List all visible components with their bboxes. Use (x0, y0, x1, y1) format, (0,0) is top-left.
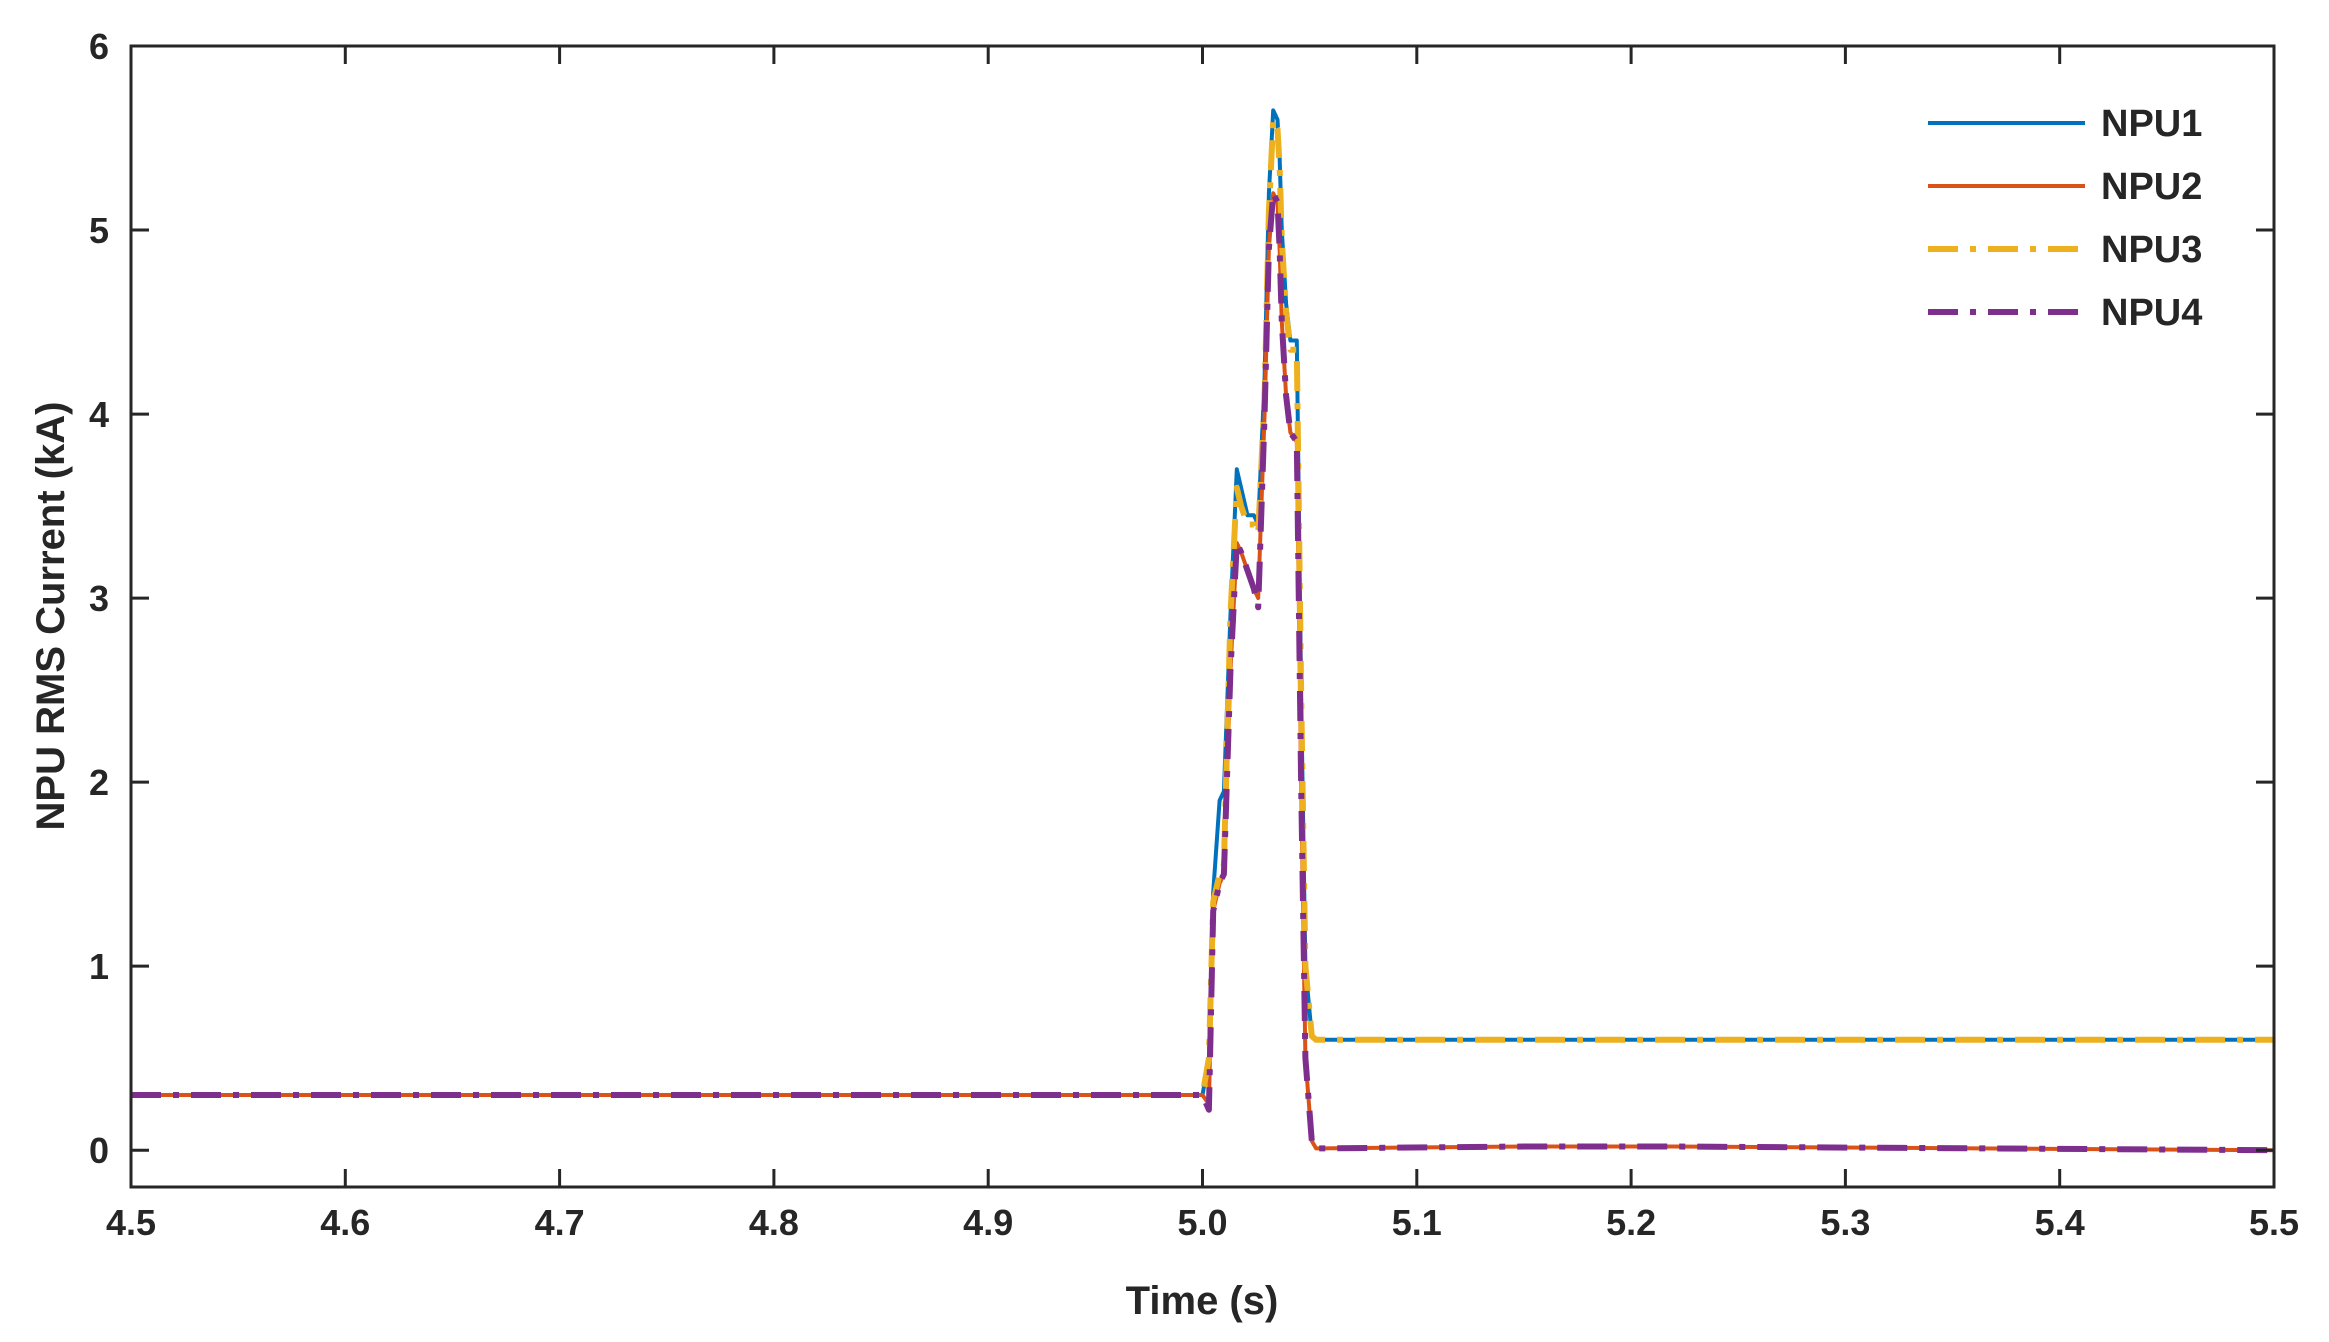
y-tick-label: 4 (89, 394, 109, 435)
legend: NPU1 NPU2 NPU3 NPU4 (1905, 92, 2245, 347)
x-tick-label: 5.1 (1392, 1202, 1442, 1243)
legend-label: NPU4 (2101, 292, 2202, 334)
x-tick-label: 4.7 (535, 1202, 585, 1243)
x-axis-label: Time (s) (1126, 1279, 1279, 1323)
x-tick-label: 4.9 (963, 1202, 1013, 1243)
y-tick-label: 3 (89, 578, 109, 619)
y-axis-label: NPU RMS Current (kA) (29, 402, 73, 831)
x-tick-label: 4.5 (106, 1202, 156, 1243)
legend-label: NPU2 (2101, 166, 2202, 208)
y-tick-label: 5 (89, 210, 109, 251)
y-tick-label: 2 (89, 762, 109, 803)
x-tick-label: 4.6 (320, 1202, 370, 1243)
x-tick-label: 5.4 (2035, 1202, 2085, 1243)
x-tick-label: 5.3 (1820, 1202, 1870, 1243)
x-tick-label: 5.0 (1177, 1202, 1227, 1243)
y-tick-label: 6 (89, 26, 109, 67)
legend-box (1905, 92, 2245, 347)
x-tick-label: 5.2 (1606, 1202, 1656, 1243)
series-line-npu4 (131, 190, 2274, 1154)
y-tick-label: 0 (89, 1130, 109, 1171)
y-tick-label: 1 (89, 946, 109, 987)
x-tick-label: 4.8 (749, 1202, 799, 1243)
x-tick-label: 5.5 (2249, 1202, 2299, 1243)
legend-label: NPU3 (2101, 229, 2202, 271)
legend-label: NPU1 (2101, 103, 2202, 145)
